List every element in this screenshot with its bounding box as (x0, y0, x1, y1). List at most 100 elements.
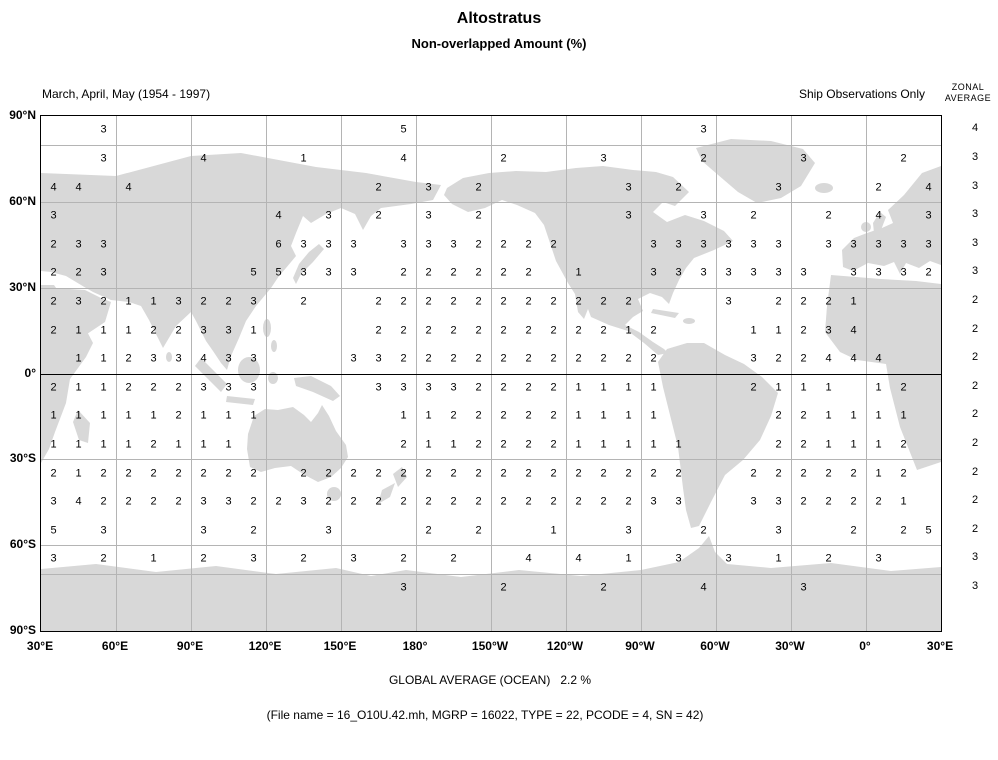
grid-value: 1 (100, 381, 107, 394)
grid-value: 3 (850, 266, 857, 279)
grid-value: 2 (50, 238, 57, 251)
grid-value: 1 (875, 381, 882, 394)
grid-value: 2 (375, 181, 382, 194)
grid-value: 2 (775, 409, 782, 422)
grid-value: 3 (450, 238, 457, 251)
grid-value: 2 (450, 552, 457, 565)
grid-value: 2 (775, 467, 782, 480)
grid-value: 3 (675, 266, 682, 279)
grid-value: 2 (425, 324, 432, 337)
grid-value: 2 (250, 495, 257, 508)
land-north-america (444, 166, 733, 355)
grid-value: 2 (250, 467, 257, 480)
land-hispaniola (683, 318, 695, 324)
grid-value: 2 (550, 324, 557, 337)
grid-value: 2 (500, 581, 507, 594)
grid-value: 2 (300, 467, 307, 480)
grid-value: 3 (675, 552, 682, 565)
grid-value: 3 (775, 266, 782, 279)
grid-value: 2 (600, 495, 607, 508)
grid-value: 2 (700, 524, 707, 537)
grid-value: 2 (325, 467, 332, 480)
grid-value: 2 (275, 495, 282, 508)
grid-value: 2 (100, 467, 107, 480)
grid-value: 2 (575, 352, 582, 365)
gridline-horizontal (41, 201, 941, 203)
lon-tick-label: 0° (859, 639, 871, 653)
grid-value: 2 (400, 495, 407, 508)
grid-value: 2 (625, 352, 632, 365)
grid-value: 2 (250, 524, 257, 537)
grid-value: 1 (625, 381, 632, 394)
lon-tick-label: 90°E (176, 639, 204, 653)
grid-value: 3 (300, 238, 307, 251)
grid-value: 1 (75, 352, 82, 365)
grid-value: 3 (225, 324, 232, 337)
grid-value: 3 (350, 552, 357, 565)
zonal-average-value: 3 (971, 236, 979, 249)
grid-value: 2 (875, 181, 882, 194)
gridline-horizontal (41, 459, 941, 461)
grid-value: 3 (350, 352, 357, 365)
grid-value: 2 (450, 352, 457, 365)
grid-value: 2 (500, 352, 507, 365)
grid-value: 2 (525, 495, 532, 508)
grid-value: 2 (450, 266, 457, 279)
grid-value: 3 (700, 209, 707, 222)
grid-value: 2 (450, 324, 457, 337)
grid-value: 1 (200, 438, 207, 451)
grid-value: 1 (75, 409, 82, 422)
grid-value: 4 (125, 181, 132, 194)
grid-value: 2 (375, 295, 382, 308)
equator-line (41, 373, 941, 375)
zonal-header-line1: ZONAL (951, 82, 985, 92)
land-japan (293, 244, 324, 284)
grid-value: 1 (650, 381, 657, 394)
grid-value: 2 (475, 266, 482, 279)
grid-value: 2 (375, 467, 382, 480)
grid-value: 4 (925, 181, 932, 194)
grid-value: 1 (625, 438, 632, 451)
grid-value: 2 (550, 409, 557, 422)
grid-value: 2 (300, 295, 307, 308)
grid-value: 1 (800, 381, 807, 394)
grid-value: 2 (825, 209, 832, 222)
lon-tick-label: 150°W (471, 639, 509, 653)
grid-value: 1 (625, 324, 632, 337)
grid-value: 3 (725, 266, 732, 279)
lat-tick-label: 90°N (9, 108, 36, 122)
grid-value: 2 (425, 352, 432, 365)
grid-value: 1 (900, 409, 907, 422)
zonal-average-value: 2 (971, 522, 979, 535)
grid-value: 3 (250, 295, 257, 308)
grid-value: 1 (225, 438, 232, 451)
lat-tick-label: 60°S (9, 537, 36, 552)
grid-value: 3 (450, 381, 457, 394)
grid-value: 2 (100, 495, 107, 508)
global-average-label: GLOBAL AVERAGE (OCEAN) 2.2 % (388, 673, 592, 687)
grid-value: 3 (800, 266, 807, 279)
grid-value: 2 (400, 324, 407, 337)
grid-value: 2 (475, 524, 482, 537)
grid-value: 2 (650, 324, 657, 337)
grid-value: 1 (125, 295, 132, 308)
land-tasmania (327, 487, 341, 501)
grid-value: 1 (425, 409, 432, 422)
grid-value: 2 (225, 295, 232, 308)
grid-value: 2 (800, 495, 807, 508)
grid-value: 2 (575, 495, 582, 508)
grid-value: 3 (50, 495, 57, 508)
lat-tick-label: 60°N (9, 193, 36, 208)
grid-value: 3 (425, 181, 432, 194)
grid-value: 2 (500, 324, 507, 337)
land-new-zealand-north (393, 467, 407, 487)
grid-value: 1 (575, 381, 582, 394)
grid-value: 3 (300, 266, 307, 279)
chart-subtitle: Non-overlapped Amount (%) (411, 36, 587, 51)
grid-value: 3 (175, 352, 182, 365)
grid-value: 1 (100, 409, 107, 422)
grid-value: 2 (550, 495, 557, 508)
grid-value: 3 (750, 266, 757, 279)
grid-value: 2 (550, 381, 557, 394)
